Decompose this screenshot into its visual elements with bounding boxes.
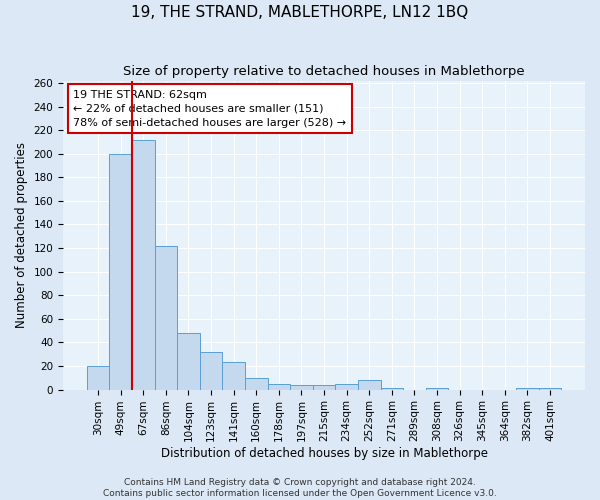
Bar: [87, 366, 109, 390]
Bar: [200, 352, 223, 390]
Bar: [268, 384, 290, 390]
X-axis label: Distribution of detached houses by size in Mablethorpe: Distribution of detached houses by size …: [161, 447, 488, 460]
Bar: [290, 385, 313, 390]
Text: Contains HM Land Registry data © Crown copyright and database right 2024.
Contai: Contains HM Land Registry data © Crown c…: [103, 478, 497, 498]
Bar: [313, 385, 335, 390]
Bar: [245, 378, 268, 390]
Bar: [155, 246, 177, 390]
Bar: [380, 388, 403, 390]
Y-axis label: Number of detached properties: Number of detached properties: [15, 142, 28, 328]
Title: Size of property relative to detached houses in Mablethorpe: Size of property relative to detached ho…: [123, 65, 525, 78]
Bar: [109, 154, 132, 390]
Bar: [425, 388, 448, 390]
Bar: [177, 333, 200, 390]
Text: 19 THE STRAND: 62sqm
← 22% of detached houses are smaller (151)
78% of semi-deta: 19 THE STRAND: 62sqm ← 22% of detached h…: [73, 90, 347, 128]
Bar: [358, 380, 380, 390]
Bar: [132, 140, 155, 390]
Bar: [516, 388, 539, 390]
Bar: [223, 362, 245, 390]
Text: 19, THE STRAND, MABLETHORPE, LN12 1BQ: 19, THE STRAND, MABLETHORPE, LN12 1BQ: [131, 5, 469, 20]
Bar: [539, 388, 561, 390]
Bar: [335, 384, 358, 390]
